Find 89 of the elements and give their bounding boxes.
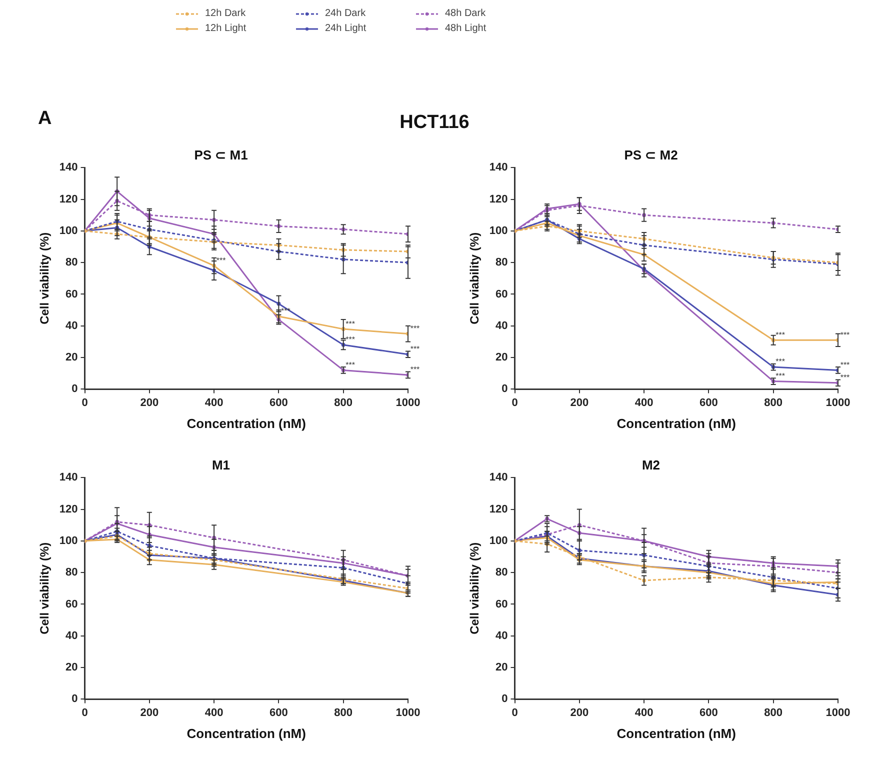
y-tick-label: 40 xyxy=(496,630,508,642)
chart-title: M1 xyxy=(212,457,230,472)
y-tick-label: 20 xyxy=(496,352,508,364)
legend-label: 12h Light xyxy=(205,23,246,34)
annotation: *** xyxy=(776,371,786,380)
y-tick-label: 0 xyxy=(72,383,78,396)
x-tick-label: 1000 xyxy=(826,706,850,719)
x-tick-label: 0 xyxy=(82,706,88,719)
annotation: *** xyxy=(840,330,850,340)
y-tick-label: 40 xyxy=(496,320,508,332)
x-axis-title: Concentration (nM) xyxy=(616,726,736,741)
y-tick-label: 0 xyxy=(502,383,508,396)
x-tick-label: 600 xyxy=(700,396,718,409)
x-tick-label: 400 xyxy=(634,396,654,409)
annotation: *** xyxy=(346,319,356,328)
y-tick-label: 0 xyxy=(502,693,508,706)
x-tick-label: 600 xyxy=(270,706,288,719)
y-tick-label: 0 xyxy=(72,693,78,706)
y-tick-label: 120 xyxy=(59,503,78,516)
y-tick-label: 20 xyxy=(66,662,78,674)
y-axis-title: Cell viability (%) xyxy=(38,542,52,634)
y-tick-label: 140 xyxy=(489,162,508,174)
y-tick-label: 100 xyxy=(489,224,508,237)
y-tick-label: 120 xyxy=(489,503,508,516)
x-tick-label: 400 xyxy=(204,396,224,409)
y-tick-label: 120 xyxy=(59,193,78,206)
x-axis-title: Concentration (nM) xyxy=(616,416,736,431)
annotation: *** xyxy=(840,373,850,382)
annotation: *** xyxy=(776,330,786,340)
y-tick-label: 80 xyxy=(496,256,508,269)
y-tick-label: 120 xyxy=(489,193,508,206)
x-tick-label: 200 xyxy=(570,396,589,409)
x-tick-label: 0 xyxy=(512,706,518,719)
x-axis-title: Concentration (nM) xyxy=(186,726,306,741)
y-tick-label: 80 xyxy=(66,566,78,579)
text: HCT116 xyxy=(400,112,470,133)
y-tick-label: 100 xyxy=(489,534,508,547)
x-axis-title: Concentration (nM) xyxy=(186,416,306,431)
x-tick-label: 1000 xyxy=(826,396,850,409)
y-tick-label: 140 xyxy=(59,162,78,174)
y-axis-title: Cell viability (%) xyxy=(468,542,482,634)
x-tick-label: 600 xyxy=(270,396,288,409)
y-tick-label: 40 xyxy=(66,630,78,642)
y-tick-label: 60 xyxy=(496,288,508,300)
text: A xyxy=(38,108,52,130)
annotation: *** xyxy=(776,357,786,366)
x-tick-label: 0 xyxy=(82,396,88,409)
y-tick-label: 100 xyxy=(59,224,78,237)
x-tick-label: 1000 xyxy=(396,706,420,719)
annotation: *** xyxy=(840,360,850,370)
annotation: *** xyxy=(410,344,420,354)
y-tick-label: 80 xyxy=(496,566,508,579)
y-tick-label: 60 xyxy=(496,598,508,610)
y-tick-label: 140 xyxy=(59,472,78,484)
annotation: *** xyxy=(410,324,420,334)
x-tick-label: 400 xyxy=(634,706,654,719)
x-tick-label: 800 xyxy=(764,706,783,719)
x-tick-label: 200 xyxy=(570,706,589,719)
x-tick-label: 0 xyxy=(512,396,518,409)
annotation: *** xyxy=(410,365,420,374)
y-tick-label: 60 xyxy=(66,288,78,300)
y-tick-label: 100 xyxy=(59,534,78,547)
y-axis-title: Cell viability (%) xyxy=(38,232,52,324)
x-tick-label: 200 xyxy=(140,396,159,409)
legend-label: 24h Dark xyxy=(325,8,366,19)
y-tick-label: 140 xyxy=(489,472,508,484)
x-tick-label: 800 xyxy=(764,396,783,409)
x-tick-label: 200 xyxy=(140,706,159,719)
legend-label: 12h Dark xyxy=(205,8,246,19)
chart-title: PS ⊂ M1 xyxy=(194,147,248,162)
annotation: *** xyxy=(216,256,226,265)
x-tick-label: 400 xyxy=(204,706,224,719)
y-tick-label: 80 xyxy=(66,256,78,269)
legend-label: 24h Light xyxy=(325,23,366,34)
y-tick-label: 20 xyxy=(66,352,78,364)
x-tick-label: 600 xyxy=(700,706,718,719)
chart-title: M2 xyxy=(642,457,660,472)
annotation: *** xyxy=(346,335,356,344)
x-tick-label: 800 xyxy=(334,706,353,719)
chart-title: PS ⊂ M2 xyxy=(624,147,678,162)
y-tick-label: 20 xyxy=(496,662,508,674)
x-tick-label: 1000 xyxy=(396,396,420,409)
y-tick-label: 40 xyxy=(66,320,78,332)
x-tick-label: 800 xyxy=(334,396,353,409)
y-tick-label: 60 xyxy=(66,598,78,610)
annotation: *** xyxy=(346,360,356,370)
y-axis-title: Cell viability (%) xyxy=(468,232,482,324)
legend-label: 48h Light xyxy=(445,23,486,34)
legend-label: 48h Dark xyxy=(445,8,486,19)
